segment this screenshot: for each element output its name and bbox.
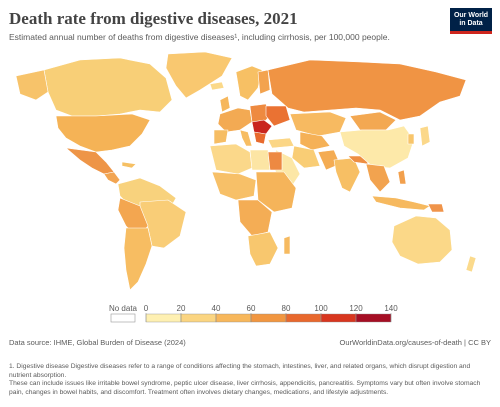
- indonesia[interactable]: [371, 195, 431, 211]
- legend-no-data[interactable]: No data: [109, 304, 138, 323]
- legend-bin[interactable]: [355, 313, 392, 323]
- japan[interactable]: [419, 125, 431, 147]
- southern-africa[interactable]: [247, 231, 279, 267]
- philippines[interactable]: [397, 169, 407, 185]
- footnote: 1. Digestive disease Digestive diseases …: [9, 363, 493, 397]
- ukraine[interactable]: [265, 105, 291, 127]
- india[interactable]: [333, 157, 361, 193]
- legend-tick-label: 120: [349, 304, 363, 313]
- north-africa-west[interactable]: [209, 143, 253, 175]
- usa[interactable]: [55, 113, 151, 153]
- uk[interactable]: [219, 95, 231, 113]
- legend-tick-label: 80: [282, 304, 291, 313]
- chart-subtitle: Estimated annual number of deaths from d…: [9, 32, 390, 42]
- australia[interactable]: [391, 215, 453, 265]
- footnote-line-1: 1. Digestive disease Digestive diseases …: [9, 363, 471, 379]
- logo-line-1: Our World: [453, 12, 489, 19]
- color-legend: No data 0 20 40 60 80 100 120 140: [109, 304, 398, 323]
- legend-tick-label: 20: [177, 304, 186, 313]
- canada[interactable]: [43, 57, 173, 117]
- legend-bin[interactable]: [250, 313, 287, 323]
- alaska[interactable]: [15, 69, 49, 101]
- central-europe[interactable]: [249, 103, 271, 125]
- italy[interactable]: [239, 129, 253, 147]
- central-africa[interactable]: [237, 199, 273, 237]
- separator: |: [464, 338, 469, 347]
- source-url[interactable]: OurWorldinData.org/causes-of-death: [339, 338, 462, 347]
- libya[interactable]: [249, 149, 271, 171]
- legend-bin[interactable]: [285, 313, 322, 323]
- kazakhstan[interactable]: [289, 111, 347, 137]
- legend-bin[interactable]: [145, 313, 182, 323]
- iberia[interactable]: [213, 129, 229, 145]
- egypt[interactable]: [267, 151, 283, 171]
- chart-title: Death rate from digestive diseases, 2021: [9, 9, 298, 28]
- central-asia[interactable]: [299, 131, 331, 151]
- southeast-asia[interactable]: [365, 163, 391, 193]
- turkey[interactable]: [267, 137, 295, 149]
- logo-line-2: in Data: [459, 20, 483, 27]
- greenland[interactable]: [165, 51, 233, 99]
- scandinavia[interactable]: [235, 65, 263, 101]
- west-africa[interactable]: [211, 171, 257, 201]
- legend-bin[interactable]: [215, 313, 252, 323]
- legend-tick-label: 100: [314, 304, 328, 313]
- legend-tick-label: 0: [144, 304, 149, 313]
- caribbean[interactable]: [121, 161, 137, 169]
- balkans[interactable]: [253, 131, 267, 145]
- new-zealand[interactable]: [465, 255, 477, 273]
- license[interactable]: CC BY: [468, 338, 491, 347]
- owid-logo[interactable]: Our World in Data: [450, 8, 492, 34]
- madagascar[interactable]: [283, 235, 291, 255]
- legend-tick-label: 140: [384, 304, 398, 313]
- iceland[interactable]: [209, 81, 225, 91]
- legend-no-data-label: No data: [109, 304, 138, 313]
- russia[interactable]: [267, 59, 467, 121]
- finland[interactable]: [257, 69, 271, 95]
- legend-bin[interactable]: [180, 313, 217, 323]
- western-europe[interactable]: [217, 107, 253, 133]
- central-america[interactable]: [103, 171, 121, 185]
- legend-ticks: 0 20 40 60 80 100 120 140: [144, 304, 398, 322]
- china[interactable]: [339, 125, 415, 169]
- legend-tick-label: 60: [247, 304, 256, 313]
- legend-tick-label: 40: [212, 304, 221, 313]
- mexico[interactable]: [65, 147, 115, 175]
- mongolia[interactable]: [349, 111, 397, 131]
- legend-bins[interactable]: [145, 313, 392, 323]
- footnote-line-2: These can include issues like irritable …: [9, 380, 481, 396]
- iran[interactable]: [291, 145, 321, 169]
- hungary-romania[interactable]: [251, 119, 273, 135]
- world-map[interactable]: [0, 50, 500, 298]
- argentina-chile[interactable]: [123, 227, 153, 291]
- korea[interactable]: [407, 133, 415, 145]
- data-source: Data source: IHME, Global Burden of Dise…: [9, 338, 186, 347]
- legend-bin[interactable]: [320, 313, 357, 323]
- papua-new-guinea[interactable]: [427, 203, 445, 213]
- footer-link[interactable]: OurWorldinData.org/causes-of-death | CC …: [340, 338, 491, 347]
